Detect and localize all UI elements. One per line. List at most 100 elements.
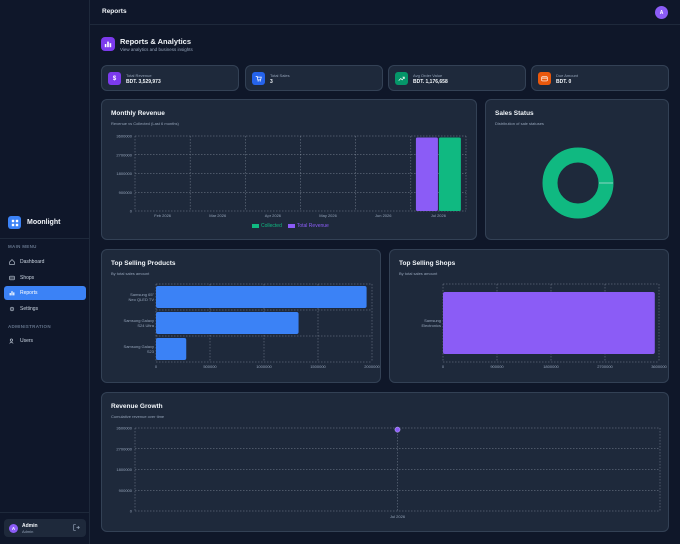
home-icon (9, 259, 15, 265)
y-tick-label: 1800000 (116, 467, 132, 472)
stat-label: Due Amount (556, 73, 579, 78)
administration-title: ADMINISTRATION (8, 324, 51, 329)
top-shops-chart: 0 900000 1800000 2700000 3600000 SamsungElect… (421, 283, 668, 369)
main-menu-title: MAIN MENU (8, 244, 37, 249)
stat-card-total-sales: Total Sales 3 (245, 65, 383, 91)
brand[interactable]: Moonlight (8, 216, 60, 229)
stat-card-due-amount: Due Amount BDT. 0 (531, 65, 669, 91)
stat-value: 3 (270, 79, 273, 85)
y-tick-label: 900000 (119, 190, 133, 195)
user-avatar: A (9, 523, 18, 533)
sidebar: Moonlight MAIN MENU Dashboard Shops Repo… (0, 0, 90, 544)
x-tick-label: 900000 (490, 364, 504, 369)
donut-slice (542, 147, 614, 219)
sidebar-item-label: Dashboard (20, 259, 45, 265)
users-icon (9, 338, 14, 344)
x-tick-label: 1500000 (310, 364, 326, 369)
stat-value: BDT. 1,176,658 (413, 79, 448, 85)
y-tick-label: 3600000 (116, 426, 132, 431)
x-tick-label: Feb 2026 (154, 213, 172, 218)
gear-icon (9, 306, 15, 312)
y-tick-label: 3600000 (116, 134, 132, 139)
user-card[interactable]: A Admin Admin (4, 519, 86, 537)
stat-value: BDT. 0 (556, 79, 572, 85)
bar (443, 292, 655, 354)
x-tick-label: Jun 2026 (375, 213, 392, 218)
logout-icon[interactable] (73, 524, 80, 531)
bar-chart-icon (9, 291, 15, 296)
x-tick-label: 500000 (203, 364, 217, 369)
data-point (394, 426, 401, 433)
chart-title: Revenue Growth (111, 403, 163, 410)
legend-item[interactable]: Total Revenue (287, 223, 329, 229)
top-products-chart: 0 500000 1000000 1500000 2000000 Samsung 65"N… (124, 283, 381, 369)
page-title: Reports (102, 8, 127, 15)
sidebar-item-label: Shops (20, 275, 35, 281)
sidebar-item-users[interactable]: Users (4, 334, 86, 348)
y-tick-label: Electronics (421, 323, 441, 328)
wallet-icon (538, 72, 551, 85)
top-products-card: Top Selling Products By total sales amou… (101, 249, 381, 383)
x-tick-label: 2700000 (597, 364, 613, 369)
dollar-icon: $ (108, 72, 121, 85)
monthly-revenue-card: Monthly Revenue Revenue vs Collected (La… (101, 99, 477, 240)
stat-card-total-revenue: $ Total Revenue BDT. 3,529,973 (101, 65, 239, 91)
revenue-growth-card: Revenue Growth Cumulative revenue over t… (101, 392, 669, 532)
user-name: Admin (22, 522, 38, 529)
user-role: Admin (22, 528, 34, 534)
stat-label: Total Revenue (126, 73, 152, 78)
sidebar-item-dashboard[interactable]: Dashboard (4, 255, 86, 269)
legend-item[interactable]: Collected (252, 223, 282, 229)
y-tick-label: 2700000 (116, 152, 132, 157)
reports-header-icon (101, 37, 115, 51)
avatar[interactable]: A (655, 6, 668, 19)
bar (156, 337, 187, 361)
legend-label: Total Revenue (296, 223, 329, 229)
sidebar-item-label: Reports (20, 290, 38, 296)
y-tick-label: Samsung 65" (130, 292, 154, 297)
trend-up-icon (395, 72, 408, 85)
sidebar-divider (0, 512, 90, 513)
y-tick-label: Samsung Galaxy (124, 318, 154, 323)
top-shops-card: Top Selling Shops By total sales amount … (389, 249, 669, 383)
chart-subtitle: By total sales amount (111, 271, 150, 276)
y-tick-label: Samsung Galaxy (124, 344, 154, 349)
brand-logo-icon (8, 216, 21, 229)
chart-title: Top Selling Shops (399, 260, 456, 267)
chart-title: Sales Status (495, 110, 534, 117)
legend-swatch (287, 224, 295, 228)
x-tick-label: Jul 2026 (431, 213, 447, 218)
sidebar-item-shops[interactable]: Shops (4, 271, 86, 285)
store-icon (9, 275, 15, 281)
revenue-growth-chart: 0 900000 1800000 2700000 3600000 Jul 2026 (116, 426, 661, 519)
legend-swatch (252, 224, 259, 228)
chart-subtitle: Distribution of sale statuses (495, 121, 544, 126)
monthly-revenue-chart: 0 900000 1800000 2700000 3600000 Feb 2026 Mar … (116, 134, 467, 218)
x-tick-label: 1800000 (543, 364, 559, 369)
x-tick-label: 1000000 (256, 364, 272, 369)
bar (156, 311, 299, 335)
x-tick-label: Jul 2026 (390, 514, 406, 519)
sales-status-card: Sales Status Distribution of sale status… (485, 99, 669, 240)
x-tick-label: May 2026 (319, 213, 337, 218)
x-tick-label: Mar 2026 (209, 213, 227, 218)
chart-legend: Collected Total Revenue (252, 223, 329, 229)
chart-subtitle: By total sales amount (399, 271, 438, 276)
y-tick-label: S23 (147, 349, 155, 354)
y-tick-label: 1800000 (116, 171, 132, 176)
x-tick-label: 0 (442, 364, 445, 369)
stat-card-avg-order-value: Avg Order Value BDT. 1,176,658 (388, 65, 526, 91)
y-tick-label: S24 Ultra (137, 323, 154, 328)
stat-value: BDT. 3,529,973 (126, 79, 161, 85)
x-tick-label: 0 (155, 364, 158, 369)
sidebar-item-reports[interactable]: Reports (4, 286, 86, 300)
x-tick-label: 3600000 (651, 364, 667, 369)
sidebar-item-label: Settings (20, 306, 39, 312)
bar-total-revenue (415, 137, 438, 211)
chart-title: Top Selling Products (111, 260, 176, 267)
section-title: Reports & Analytics (120, 37, 191, 46)
sidebar-item-settings[interactable]: Settings (4, 302, 86, 316)
top-bar: Reports A (90, 0, 680, 25)
x-tick-label: 2000000 (364, 364, 380, 369)
stat-label: Avg Order Value (413, 73, 443, 78)
